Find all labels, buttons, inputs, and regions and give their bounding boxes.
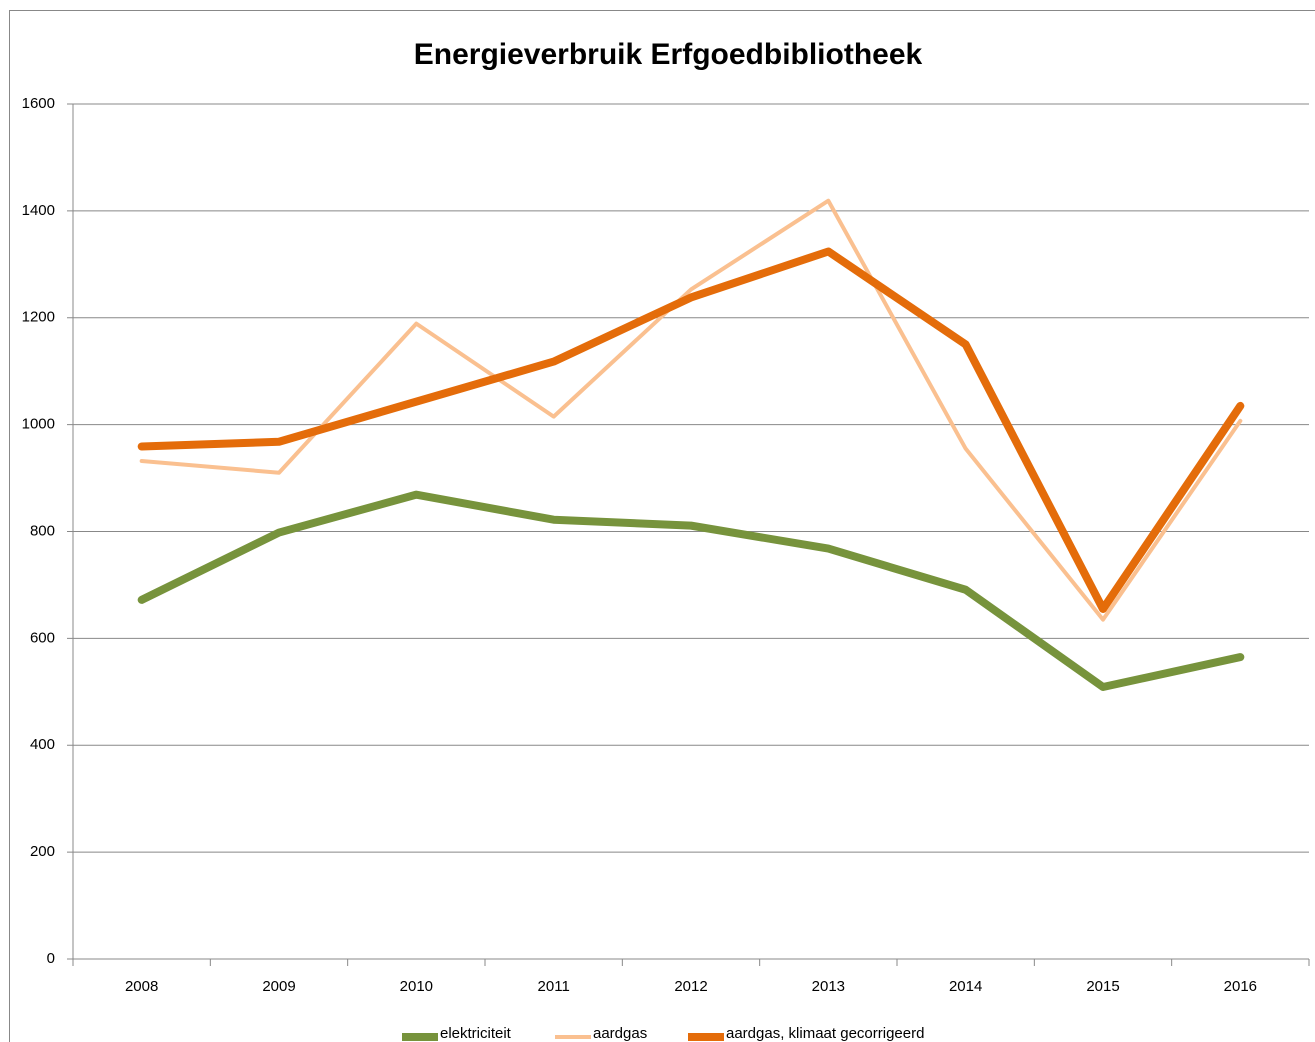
series-line: [137, 247, 1245, 613]
chart-title: Energieverbruik Erfgoedbibliotheek: [414, 38, 923, 71]
x-tick-label: 2014: [949, 978, 982, 995]
x-tick-label: 2008: [125, 978, 158, 995]
x-tick-label: 2012: [674, 978, 707, 995]
legend-label: aardgas, klimaat gecorrigeerd: [726, 1025, 924, 1042]
x-tick-label: 2015: [1086, 978, 1119, 995]
x-tick-label: 2009: [262, 978, 295, 995]
y-tick-label: 200: [30, 843, 55, 860]
y-tick-label: 1000: [22, 416, 55, 433]
x-tick-label: 2016: [1224, 978, 1257, 995]
x-tick-label: 2011: [538, 978, 570, 995]
y-tick-label: 0: [47, 950, 55, 967]
series-line: [139, 198, 1243, 622]
y-tick-label: 800: [30, 522, 55, 539]
y-tick-label: 1600: [22, 95, 55, 112]
y-tick-label: 400: [30, 736, 55, 753]
y-tick-label: 1400: [22, 202, 55, 219]
legend-label: elektriciteit: [440, 1025, 512, 1042]
legend-label: aardgas: [593, 1025, 647, 1042]
series-line: [137, 490, 1245, 692]
x-tick-label: 2013: [812, 978, 845, 995]
y-tick-label: 600: [30, 629, 55, 646]
y-tick-label: 1200: [22, 309, 55, 326]
x-tick-label: 2010: [400, 978, 433, 995]
